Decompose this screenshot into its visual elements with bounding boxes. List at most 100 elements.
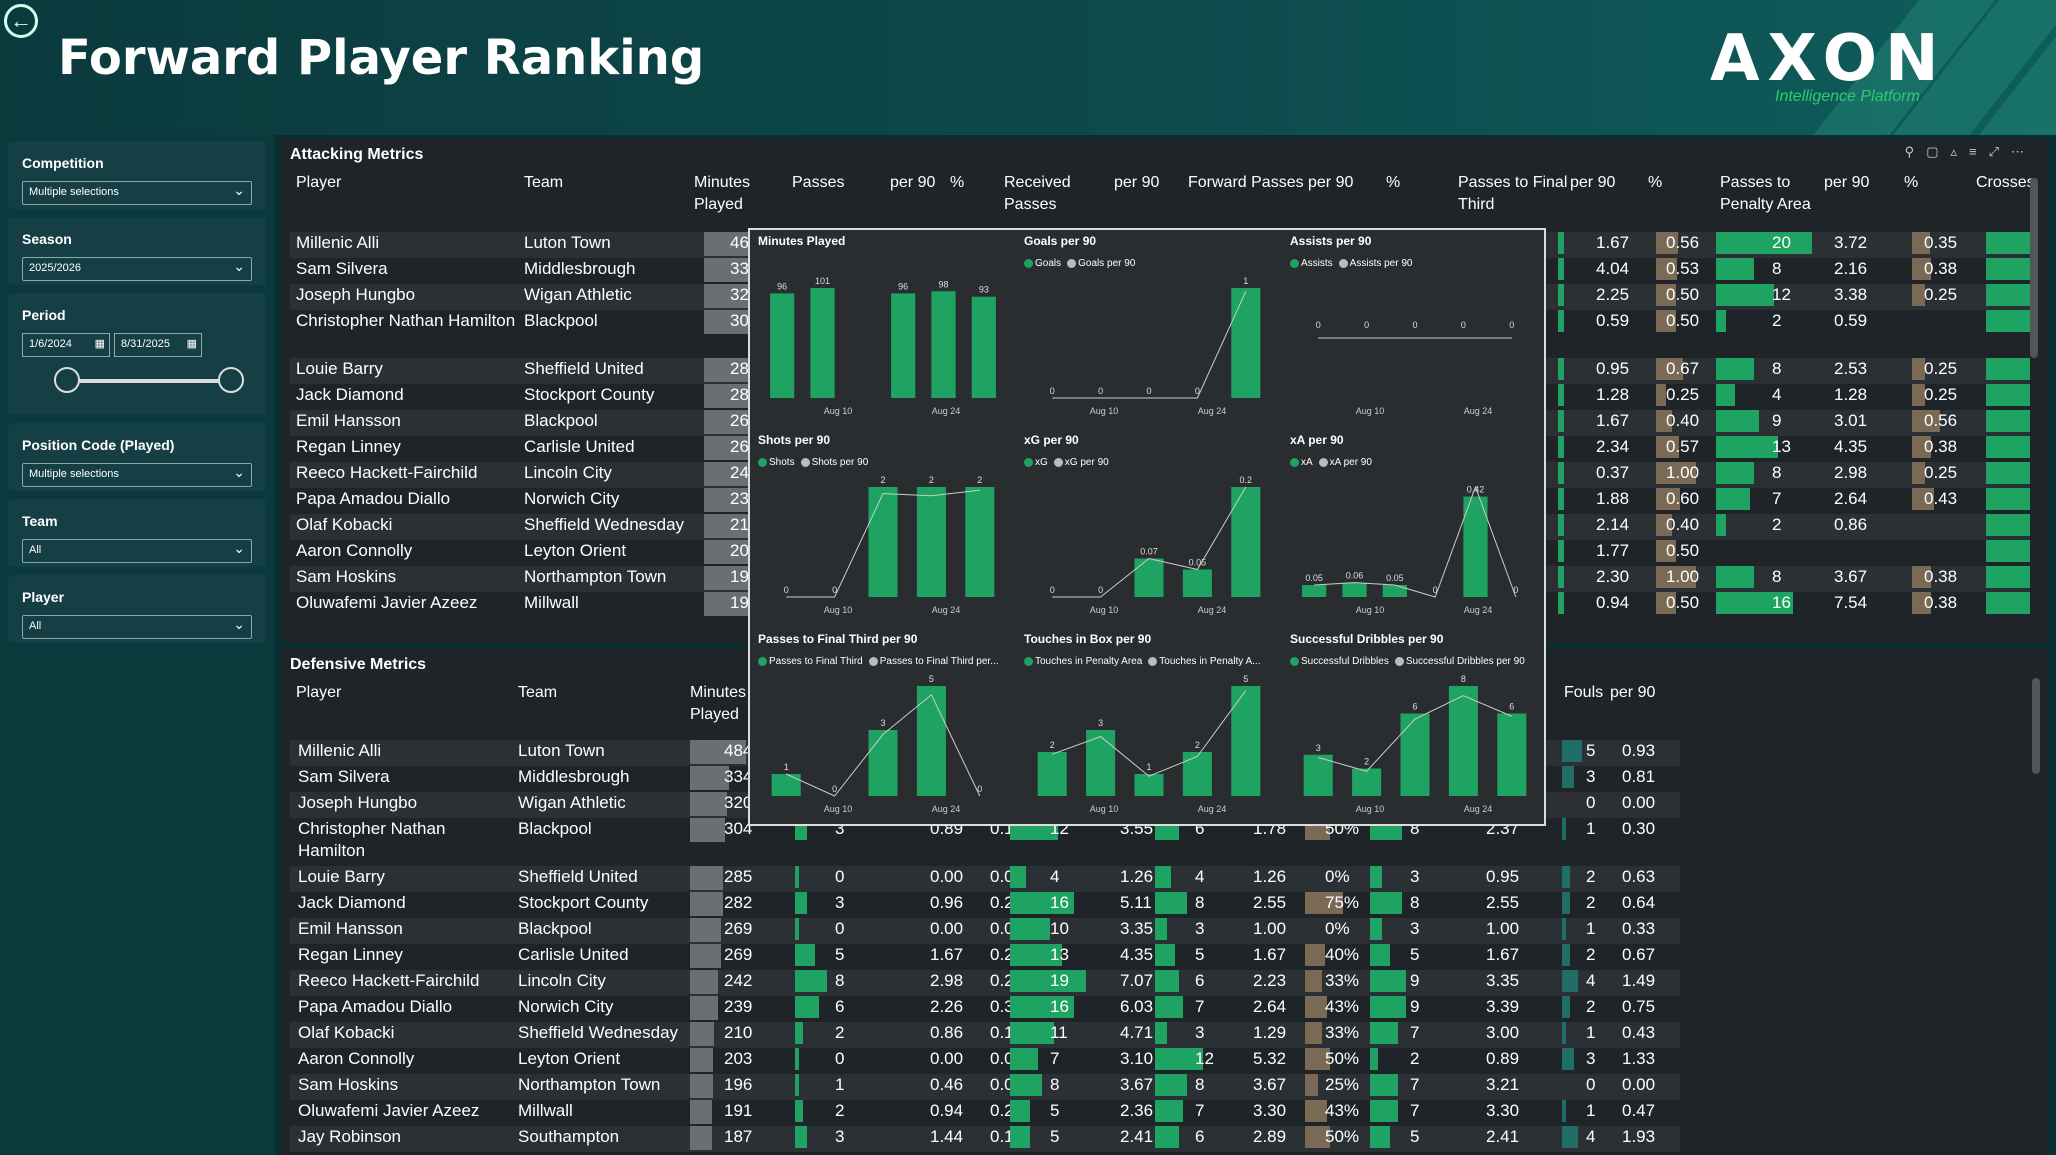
table-row[interactable]: Sam Hoskins Northampton Town 196 1 0.46 0.09 8… [290, 1074, 1680, 1100]
table-row[interactable]: Sam Silvera Middlesbrough 33 4.04 0.53 8 2.16 0… [290, 258, 2030, 284]
visual-toolbar[interactable]: ⚲▢▵≡⤢⋯ [1904, 144, 2036, 159]
table-row[interactable]: Regan Linney Carlisle United 26 2.34 0.57 13 4… [290, 436, 2030, 462]
column-header[interactable]: Fouls [1564, 684, 1604, 701]
fouls-value: 0 [1586, 793, 1596, 812]
period-start-date[interactable]: 1/6/2024 ▦ [22, 333, 110, 357]
table-row[interactable]: Regan Linney Carlisle United 269 5 1.67 0.28 1… [290, 944, 1680, 970]
fouls-value: 4 [1586, 971, 1596, 990]
column-header[interactable]: per 90 [1610, 684, 1656, 701]
table-row[interactable]: Jay Robinson Southampton 187 3 1.44 0.17 5 2.41… [290, 1126, 1680, 1152]
column-header[interactable]: per 90 [890, 174, 936, 191]
metric-value: 4.35 [1120, 945, 1154, 964]
metric-value: 7.07 [1120, 971, 1154, 990]
bar-mark [1134, 558, 1164, 597]
table-row[interactable]: Emil Hansson Blackpool 269 0 0.00 0.00 10 3.35 3… [290, 918, 1680, 944]
ppa-value: 16 [1772, 593, 1791, 612]
column-header[interactable]: Received Passes [1004, 174, 1071, 213]
data-label: 6 [1509, 702, 1514, 712]
slider-start-handle[interactable] [54, 367, 80, 393]
metric-value: 4 [1195, 867, 1205, 886]
metric-value: 7 [1410, 1023, 1420, 1042]
ppa-pct: 0.38 [1924, 593, 1958, 612]
vertical-scrollbar[interactable] [2032, 678, 2040, 774]
column-header[interactable]: Passes to Final Third [1458, 174, 1568, 213]
minutes-value: 210 [724, 1023, 753, 1042]
competition-select[interactable]: Multiple selections [22, 181, 252, 205]
table-row[interactable]: Reeco Hackett-Fairchild Lincoln City 242 8 2… [290, 970, 1680, 996]
period-slider[interactable] [54, 367, 244, 393]
column-header[interactable]: Passes [792, 174, 845, 191]
table-row[interactable]: Jack Diamond Stockport County 28 1.28 0.25 4 1… [290, 384, 2030, 410]
table-row[interactable]: Jack Diamond Stockport County 282 3 0.96 0.20… [290, 892, 1680, 918]
minutes-value: 282 [724, 893, 753, 912]
legend-item: xG [1024, 457, 1048, 468]
pft-bar [1558, 592, 1564, 614]
minutes-value: 242 [724, 971, 753, 990]
player-name: Olaf Kobacki [298, 1023, 395, 1042]
team-select[interactable]: All [22, 539, 252, 563]
pft-pct: 1.00 [1666, 463, 1700, 482]
column-header[interactable]: per 90 [1114, 174, 1160, 191]
table-row[interactable]: Olaf Kobacki Sheffield Wednesday 210 2 0.86 0… [290, 1022, 1680, 1048]
table-row[interactable]: Aaron Connolly Leyton Orient 20 1.77 0.50 [290, 540, 2030, 566]
column-header[interactable]: Forward Passes [1188, 174, 1304, 191]
table-row[interactable]: Louie Barry Sheffield United 285 0 0.00 0.00 4… [290, 866, 1680, 892]
pft-pct: 0.57 [1666, 437, 1700, 456]
player-name: Louie Barry [298, 867, 385, 886]
column-header[interactable]: per 90 [1824, 174, 1870, 191]
player-select[interactable]: All [22, 615, 252, 639]
minutes-value: 33 [730, 259, 749, 278]
back-arrow-icon[interactable]: ← [4, 4, 38, 38]
table-row[interactable]: Sam Silvera Middlesbrough 334 3 0.81 [290, 766, 1680, 792]
column-header[interactable]: Team [518, 684, 558, 701]
pft-pct-bar [1656, 310, 1676, 332]
column-header[interactable]: Minutes Played [690, 684, 747, 723]
bar-mark [1400, 713, 1430, 796]
player-name: Oluwafemi Javier Azeez [296, 593, 478, 612]
table-row[interactable]: Papa Amadou Diallo Norwich City 239 6 2.26 0.… [290, 996, 1680, 1022]
minutes-value: 30 [730, 311, 749, 330]
team-name: Blackpool [518, 919, 592, 938]
metric-value: 8 [1195, 893, 1205, 912]
data-label: 2 [1364, 757, 1369, 767]
pft-per90: 1.88 [1596, 489, 1630, 508]
column-header[interactable]: % [1648, 174, 1663, 191]
column-header[interactable]: per 90 [1308, 174, 1354, 191]
period-end-date[interactable]: 8/31/2025 ▦ [114, 333, 202, 357]
data-label: 101 [815, 276, 830, 286]
season-select[interactable]: 2025/2026 [22, 257, 252, 281]
chart-legend: Touches in Penalty Area Touches in Penalt… [1024, 656, 1266, 667]
fouls-bar [1562, 740, 1582, 762]
x-tick-label: Aug 24 [1464, 804, 1493, 814]
column-header[interactable]: Player [296, 174, 342, 191]
column-header[interactable]: % [1904, 174, 1919, 191]
vertical-scrollbar[interactable] [2030, 178, 2038, 358]
position-select[interactable]: Multiple selections [22, 463, 252, 487]
logo-subtitle: Intelligence Platform [1775, 88, 1920, 105]
metric-value: 2 [1410, 1049, 1420, 1068]
table-row[interactable]: Aaron Connolly Leyton Orient 203 0 0.00 0.00 7… [290, 1048, 1680, 1074]
ppa-pct-bar [1912, 410, 1940, 432]
column-header[interactable]: % [950, 174, 965, 191]
column-header[interactable]: Passes to Penalty Area [1720, 174, 1811, 213]
metric-value: 0.94 [930, 1101, 964, 1120]
column-header[interactable]: Minutes Played [694, 174, 751, 213]
column-header[interactable]: Player [296, 684, 342, 701]
column-header[interactable]: % [1386, 174, 1401, 191]
chart-title: xG per 90 [1024, 433, 1079, 447]
table-row[interactable]: Reeco Hackett-Fairchild Lincoln City 24 0.3… [290, 462, 2030, 488]
column-header[interactable]: Team [524, 174, 564, 191]
column-header[interactable]: Crosses [1976, 174, 2035, 191]
bar-mark [770, 293, 795, 398]
metric-value: 0% [1325, 919, 1350, 938]
slider-end-handle[interactable] [218, 367, 244, 393]
column-header[interactable]: per 90 [1570, 174, 1616, 191]
minutes-bar [690, 740, 746, 764]
ppa-bar [1716, 462, 1755, 484]
metric-bar [1155, 1126, 1179, 1148]
metric-value: 8 [1410, 893, 1420, 912]
data-label: 2 [880, 475, 885, 485]
bar-mark [931, 291, 956, 398]
metric-value: 2.55 [1253, 893, 1287, 912]
table-row[interactable]: Oluwafemi Javier Azeez Millwall 191 2 0.94 0.… [290, 1100, 1680, 1126]
